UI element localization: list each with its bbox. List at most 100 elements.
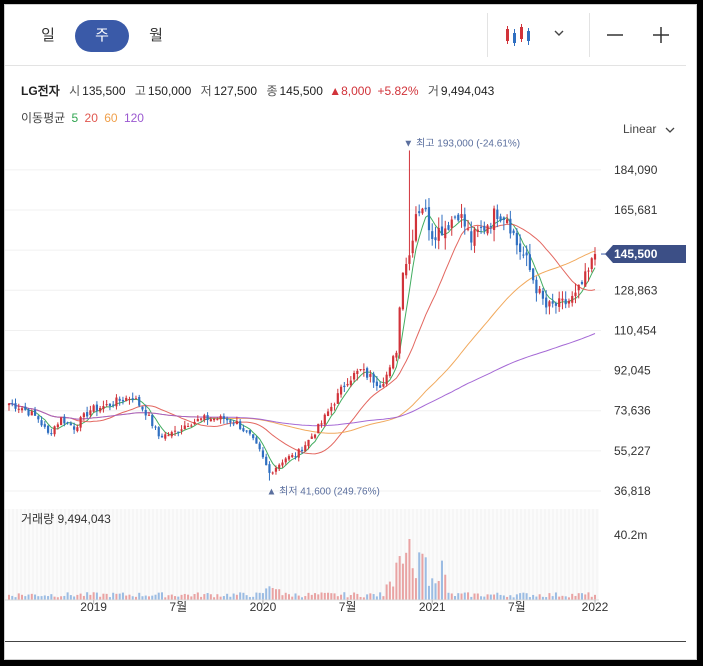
volume-bar [356, 593, 359, 600]
volume-bar [476, 593, 479, 600]
ma-120-label: 120 [123, 111, 144, 125]
candle-body [538, 288, 541, 293]
candle-body [479, 226, 483, 228]
volume-bar [287, 594, 290, 600]
candle-body [375, 381, 378, 386]
volume-bar [161, 592, 164, 600]
volume-bar [174, 596, 177, 600]
candle-body [226, 418, 229, 421]
volume-bar [11, 595, 14, 600]
volume-bar [424, 557, 427, 600]
candle-body [235, 421, 238, 425]
volume-bar [480, 596, 483, 600]
volume-bar [454, 596, 457, 600]
volume-bar [281, 595, 284, 600]
volume-bar [499, 594, 502, 600]
candlestick-chart-type-icon[interactable] [503, 23, 535, 49]
volume-bar [307, 592, 310, 600]
volume-bar [115, 593, 118, 600]
candle-body [50, 433, 53, 435]
zoom-in-icon[interactable] [651, 25, 671, 45]
y-tick-label: 110,454 [614, 323, 657, 337]
moving-average-legend[interactable]: 이동평균 5 20 60 120 [21, 109, 147, 126]
high-value: 150,000 [147, 84, 192, 98]
open-value: 135,500 [82, 84, 126, 98]
volume-bar [151, 595, 154, 600]
candle-body [255, 437, 258, 444]
candle-body [359, 369, 362, 371]
candle-body [86, 412, 89, 417]
candle-body [414, 214, 418, 241]
period-month-tab[interactable]: 월 [149, 27, 163, 44]
volume-bar [268, 586, 271, 600]
change-percent: +5.82% [377, 84, 419, 98]
volume-bar [558, 596, 561, 600]
volume-bar [460, 593, 463, 600]
candle-body [17, 408, 20, 410]
candle-body [297, 449, 300, 458]
volume-bar [76, 594, 79, 600]
volume-bar [95, 592, 98, 600]
candle-body [362, 369, 365, 371]
candle-body [232, 423, 235, 425]
chevron-down-icon[interactable] [551, 25, 567, 41]
candle-body [522, 254, 525, 256]
y-tick-label: 73,636 [614, 404, 651, 418]
candle-body [352, 373, 356, 380]
candle-body [408, 255, 411, 264]
candle-body [440, 226, 444, 236]
candle-body [190, 425, 193, 427]
candle-body [587, 270, 590, 272]
price-chart[interactable]: 184,090165,681147,272128,863110,45492,04… [5, 5, 686, 641]
volume-bar [222, 596, 225, 600]
low-label: 저 [200, 84, 212, 98]
low-value: 127,500 [213, 84, 258, 98]
volume-bar [265, 588, 268, 600]
volume-bar [79, 593, 82, 600]
candle-body [323, 414, 326, 425]
volume-bar [248, 597, 251, 600]
y-tick-label: 165,681 [614, 203, 658, 217]
candle-body [147, 414, 151, 416]
candle-body [43, 424, 46, 427]
candle-body [388, 367, 391, 377]
candle-body [258, 443, 261, 450]
volume-legend-label: 거래량 9,494,043 [21, 512, 111, 526]
candle-body [457, 214, 460, 221]
volume-bar [206, 593, 209, 600]
volume-bar [112, 592, 115, 600]
volume-bar [509, 595, 512, 600]
volume-bar [34, 594, 37, 600]
volume-bar [40, 596, 43, 600]
candle-body [274, 467, 278, 472]
volume-bar [551, 596, 554, 600]
volume-bar [255, 592, 258, 600]
candle-body [160, 435, 164, 438]
volume-bar [278, 589, 281, 600]
volume-label: 거 [427, 84, 439, 98]
scale-mode-dropdown[interactable]: Linear [623, 122, 676, 136]
stock-name: LG전자 [21, 84, 60, 98]
zoom-out-icon[interactable] [605, 25, 625, 45]
period-week-tab[interactable]: 주 [75, 20, 129, 52]
candle-body [92, 405, 95, 412]
volume-bar [141, 596, 144, 600]
volume-bar [187, 594, 190, 600]
volume-bar [574, 595, 577, 600]
period-day-tab[interactable]: 일 [41, 27, 55, 44]
candle-body [317, 423, 320, 434]
volume-bar [375, 596, 378, 600]
volume-bar [154, 594, 157, 600]
candle-body [222, 416, 225, 420]
volume-bar [587, 592, 590, 600]
candle-body [401, 272, 405, 310]
volume-bar [577, 593, 580, 600]
volume-bar [17, 593, 20, 600]
volume-bar [69, 595, 72, 600]
volume-bar [467, 592, 470, 600]
x-tick-label: 7월 [339, 600, 357, 614]
candle-body [30, 411, 33, 416]
volume-bar [496, 592, 499, 600]
volume-bar [232, 593, 235, 600]
candle-body [558, 298, 561, 307]
